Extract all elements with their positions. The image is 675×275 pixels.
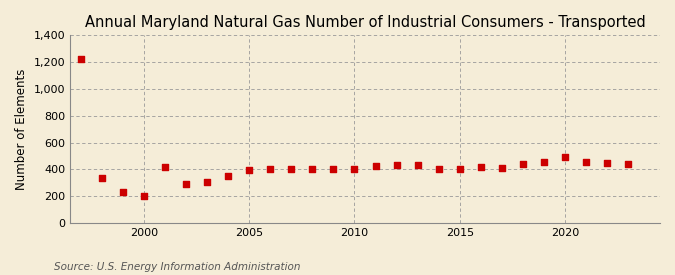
Point (392, 163, 402, 167)
Point (518, 162, 529, 166)
Point (97, 175, 107, 180)
Point (539, 160, 549, 164)
Point (433, 167, 444, 172)
Point (497, 166, 508, 170)
Point (370, 164, 381, 168)
Point (159, 165, 170, 170)
Point (307, 167, 318, 172)
Text: Source: U.S. Energy Information Administration: Source: U.S. Energy Information Administ… (54, 262, 300, 272)
Point (244, 168, 254, 172)
Point (286, 167, 297, 172)
Point (202, 179, 213, 184)
Point (75, 57, 86, 62)
Point (265, 167, 275, 172)
Title: Annual Maryland Natural Gas Number of Industrial Consumers - Transported: Annual Maryland Natural Gas Number of In… (84, 15, 645, 30)
Point (623, 162, 634, 166)
Point (180, 182, 191, 186)
Point (581, 160, 592, 164)
Point (328, 167, 339, 172)
Point (223, 174, 234, 178)
Y-axis label: Number of Elements: Number of Elements (15, 68, 28, 190)
Point (602, 161, 613, 166)
Point (560, 155, 570, 159)
Point (138, 194, 149, 199)
Point (349, 167, 360, 171)
Point (412, 163, 423, 168)
Point (475, 165, 486, 170)
Point (117, 190, 128, 194)
Point (454, 167, 465, 171)
